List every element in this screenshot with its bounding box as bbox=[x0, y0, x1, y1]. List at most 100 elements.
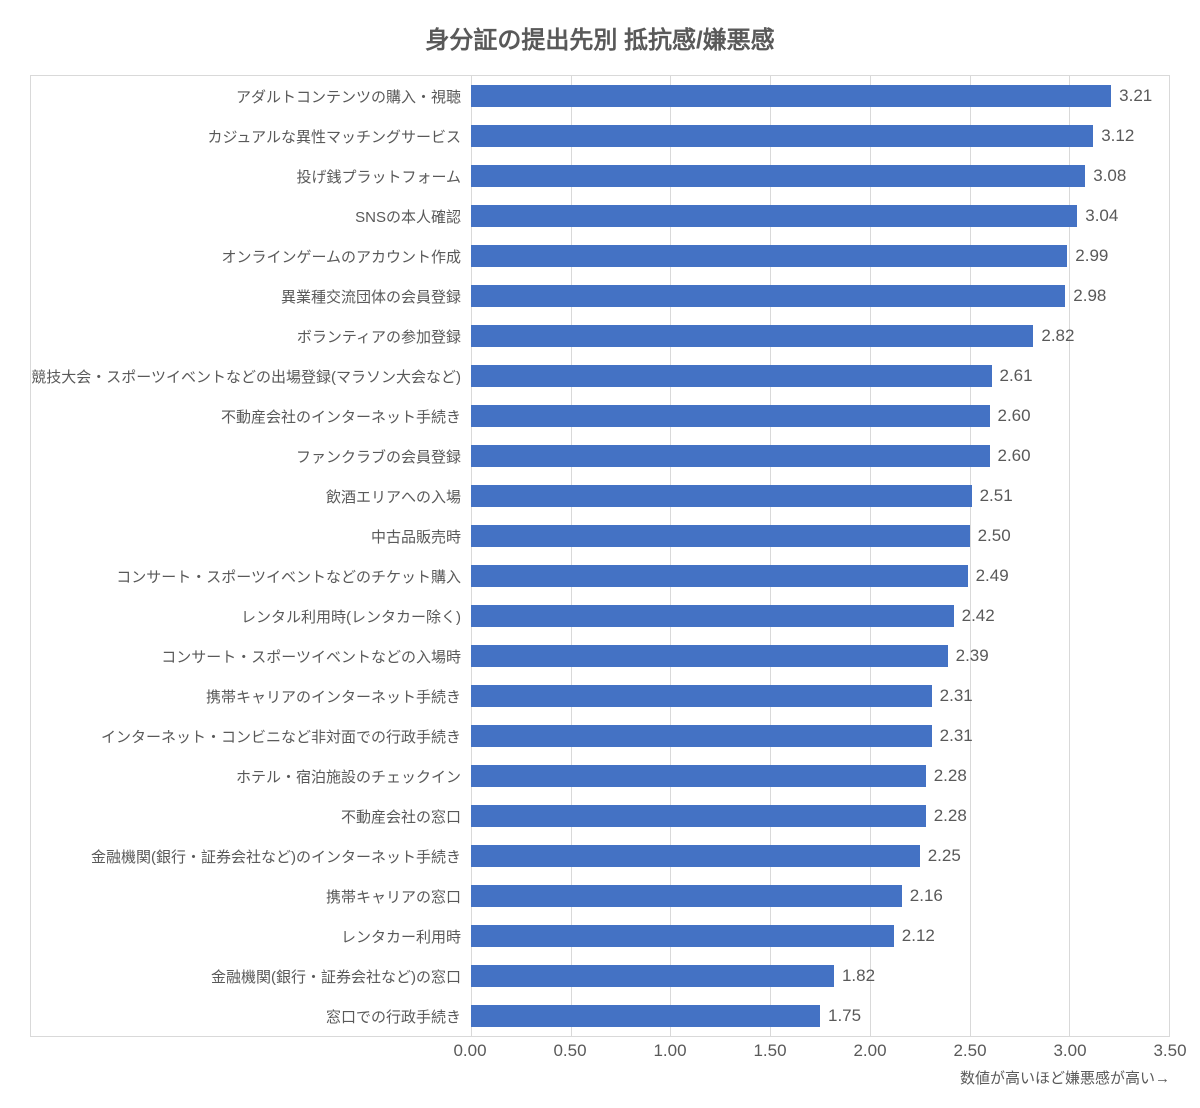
y-axis-label: コンサート・スポーツイベントなどのチケット購入 bbox=[31, 566, 471, 587]
bar-row: 携帯キャリアの窓口2.16 bbox=[31, 876, 1169, 916]
bar bbox=[471, 445, 990, 467]
x-tick-label: 2.50 bbox=[953, 1041, 986, 1061]
bar bbox=[471, 325, 1033, 347]
y-axis-label: インターネット・コンビニなど非対面での行政手続き bbox=[31, 726, 471, 747]
bar-value-label: 2.28 bbox=[934, 766, 967, 786]
bar bbox=[471, 525, 970, 547]
bar-value-label: 1.75 bbox=[828, 1006, 861, 1026]
y-axis-label: ファンクラブの会員登録 bbox=[31, 446, 471, 467]
chart-title: 身分証の提出先別 抵抗感/嫌悪感 bbox=[30, 20, 1170, 55]
y-axis-label: 窓口での行政手続き bbox=[31, 1006, 471, 1027]
x-tick-label: 2.00 bbox=[853, 1041, 886, 1061]
bar-value-label: 2.82 bbox=[1041, 326, 1074, 346]
bar-row: インターネット・コンビニなど非対面での行政手続き 2.31 bbox=[31, 716, 1169, 756]
bar bbox=[471, 765, 926, 787]
y-axis-label: 金融機関(銀行・証券会社など)のインターネット手続き bbox=[31, 846, 471, 867]
y-axis-label: コンサート・スポーツイベントなどの入場時 bbox=[31, 646, 471, 667]
bar-value-label: 3.21 bbox=[1119, 86, 1152, 106]
bar-value-label: 3.08 bbox=[1093, 166, 1126, 186]
bar-row: 競技大会・スポーツイベントなどの出場登録(マラソン大会など) 2.61 bbox=[31, 356, 1169, 396]
bar-value-label: 2.60 bbox=[998, 446, 1031, 466]
bar-row: 異業種交流団体の会員登録 2.98 bbox=[31, 276, 1169, 316]
bar bbox=[471, 805, 926, 827]
y-axis-label: 不動産会社のインターネット手続き bbox=[31, 406, 471, 427]
y-axis-label: SNSの本人確認 bbox=[31, 206, 471, 227]
bar-row: 不動産会社のインターネット手続き 2.60 bbox=[31, 396, 1169, 436]
bar-row: ホテル・宿泊施設のチェックイン2.28 bbox=[31, 756, 1169, 796]
y-axis-label: 不動産会社の窓口 bbox=[31, 806, 471, 827]
bar-value-label: 2.50 bbox=[978, 526, 1011, 546]
x-tick-label: 0.00 bbox=[453, 1041, 486, 1061]
bar-value-label: 2.98 bbox=[1073, 286, 1106, 306]
bar-row: レンタル利用時(レンタカー除く) 2.42 bbox=[31, 596, 1169, 636]
bar-value-label: 2.49 bbox=[976, 566, 1009, 586]
y-axis-label: 金融機関(銀行・証券会社など)の窓口 bbox=[31, 966, 471, 987]
bar-value-label: 2.51 bbox=[980, 486, 1013, 506]
y-axis-label: レンタカー利用時 bbox=[31, 926, 471, 947]
bar-value-label: 3.12 bbox=[1101, 126, 1134, 146]
bar bbox=[471, 685, 932, 707]
x-axis-note: 数値が高いほど嫌悪感が高い→ bbox=[470, 1067, 1170, 1088]
bar bbox=[471, 165, 1085, 187]
bar-row: SNSの本人確認3.04 bbox=[31, 196, 1169, 236]
bar-value-label: 2.31 bbox=[940, 726, 973, 746]
bar-row: コンサート・スポーツイベントなどのチケット購入 2.49 bbox=[31, 556, 1169, 596]
bar bbox=[471, 725, 932, 747]
bar-row: ボランティアの参加登録 2.82 bbox=[31, 316, 1169, 356]
bar-row: カジュアルな異性マッチングサービス 3.12 bbox=[31, 116, 1169, 156]
bar-row: 不動産会社の窓口 2.28 bbox=[31, 796, 1169, 836]
bar-row: 中古品販売時 2.50 bbox=[31, 516, 1169, 556]
bar-row: 窓口での行政手続き 1.75 bbox=[31, 996, 1169, 1036]
bar-value-label: 2.12 bbox=[902, 926, 935, 946]
bar bbox=[471, 405, 990, 427]
y-axis-label: 異業種交流団体の会員登録 bbox=[31, 286, 471, 307]
bar-value-label: 2.28 bbox=[934, 806, 967, 826]
bar-value-label: 2.42 bbox=[962, 606, 995, 626]
bar-row: ファンクラブの会員登録 2.60 bbox=[31, 436, 1169, 476]
bars-region: アダルトコンテンツの購入・視聴 3.21 カジュアルな異性マッチングサービス 3.12… bbox=[31, 76, 1169, 1036]
bar bbox=[471, 845, 920, 867]
y-axis-label: アダルトコンテンツの購入・視聴 bbox=[31, 86, 471, 107]
y-axis-label: オンラインゲームのアカウント作成 bbox=[31, 246, 471, 267]
bar-row: レンタカー利用時 2.12 bbox=[31, 916, 1169, 956]
bar-row: 金融機関(銀行・証券会社など)の窓口1.82 bbox=[31, 956, 1169, 996]
y-axis-label: 携帯キャリアの窓口 bbox=[31, 886, 471, 907]
bar bbox=[471, 205, 1077, 227]
bar bbox=[471, 565, 968, 587]
bar-value-label: 2.99 bbox=[1075, 246, 1108, 266]
bar-value-label: 2.61 bbox=[1000, 366, 1033, 386]
bar-row: 投げ銭プラットフォーム 3.08 bbox=[31, 156, 1169, 196]
bar bbox=[471, 485, 972, 507]
bar bbox=[471, 245, 1067, 267]
bar bbox=[471, 365, 992, 387]
bar-row: コンサート・スポーツイベントなどの入場時2.39 bbox=[31, 636, 1169, 676]
x-tick-label: 3.50 bbox=[1153, 1041, 1186, 1061]
y-axis-label: 投げ銭プラットフォーム bbox=[31, 166, 471, 187]
y-axis-label: カジュアルな異性マッチングサービス bbox=[31, 126, 471, 147]
x-axis-ticks: 0.000.501.001.502.002.503.003.50 bbox=[470, 1037, 1170, 1065]
bar bbox=[471, 645, 948, 667]
bar bbox=[471, 965, 834, 987]
bar-row: オンラインゲームのアカウント作成 2.99 bbox=[31, 236, 1169, 276]
x-tick-label: 0.50 bbox=[553, 1041, 586, 1061]
bar-value-label: 2.60 bbox=[998, 406, 1031, 426]
grid-line bbox=[1169, 76, 1170, 1036]
bar bbox=[471, 925, 894, 947]
y-axis-label: レンタル利用時(レンタカー除く) bbox=[31, 606, 471, 627]
plot-area: アダルトコンテンツの購入・視聴 3.21 カジュアルな異性マッチングサービス 3.12… bbox=[30, 75, 1170, 1037]
y-axis-label: ボランティアの参加登録 bbox=[31, 326, 471, 347]
y-axis-label: 中古品販売時 bbox=[31, 526, 471, 547]
bar-chart: 身分証の提出先別 抵抗感/嫌悪感 アダルトコンテンツの購入・視聴 3.21 カジュア… bbox=[30, 20, 1170, 1088]
bar bbox=[471, 885, 902, 907]
bar bbox=[471, 285, 1065, 307]
bar bbox=[471, 85, 1111, 107]
bar-value-label: 2.25 bbox=[928, 846, 961, 866]
y-axis-label: 飲酒エリアへの入場 bbox=[31, 486, 471, 507]
bar bbox=[471, 125, 1093, 147]
bar bbox=[471, 1005, 820, 1027]
y-axis-label: 競技大会・スポーツイベントなどの出場登録(マラソン大会など) bbox=[31, 366, 471, 387]
bar-row: 飲酒エリアへの入場 2.51 bbox=[31, 476, 1169, 516]
bar-row: 金融機関(銀行・証券会社など)のインターネット手続き 2.25 bbox=[31, 836, 1169, 876]
x-tick-label: 1.00 bbox=[653, 1041, 686, 1061]
bar-value-label: 2.31 bbox=[940, 686, 973, 706]
